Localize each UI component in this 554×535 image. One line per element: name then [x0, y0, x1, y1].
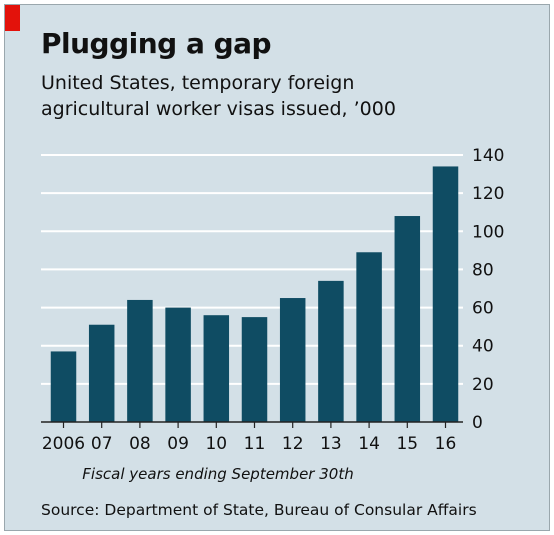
x-tick-label: 16: [435, 434, 457, 454]
x-tick-label: 14: [358, 434, 380, 454]
chart-title: Plugging a gap: [41, 27, 272, 60]
bar-chart: 0 20 40 60 80 100 120 140 2006 07 08 09 10 11 12 13 14 1…: [41, 146, 504, 454]
bar-15: [394, 216, 421, 422]
y-tick-label: 140: [472, 146, 504, 166]
bar-09: [165, 307, 191, 422]
x-tick-label: 15: [396, 434, 418, 454]
x-tick-label: 2006: [42, 434, 85, 454]
y-tick-label: 100: [472, 222, 504, 242]
bar-10: [203, 315, 230, 422]
x-tick-label: 07: [91, 434, 113, 454]
chart-subtitle: United States, temporary foreign agricul…: [41, 72, 396, 120]
chart-panel: Plugging a gap United States, temporary …: [4, 4, 550, 531]
y-tick-label: 80: [472, 260, 494, 280]
x-tick-label: 10: [205, 434, 227, 454]
bar-07: [88, 324, 115, 422]
bar-2006: [50, 351, 77, 422]
x-tick-label: 09: [167, 434, 189, 454]
y-tick-label: 40: [472, 337, 494, 357]
y-tick-label: 20: [472, 375, 494, 395]
bar-16: [432, 166, 459, 422]
bar-11: [241, 317, 268, 422]
x-tick-label: 13: [320, 434, 342, 454]
red-tag-accent: [5, 5, 20, 31]
x-axis-note: Fiscal years ending September 30th: [82, 465, 354, 483]
y-tick-label: 0: [472, 413, 483, 433]
bar-13: [318, 280, 344, 422]
source-note: Source: Department of State, Bureau of C…: [41, 501, 477, 519]
bar-08: [127, 299, 153, 422]
x-tick-label: 11: [244, 434, 266, 454]
bar-12: [279, 298, 306, 422]
x-tick-label: 08: [129, 434, 151, 454]
x-tick-label: 12: [282, 434, 304, 454]
y-tick-label: 120: [472, 184, 504, 204]
bar-14: [356, 252, 382, 422]
y-tick-label: 60: [472, 299, 494, 319]
